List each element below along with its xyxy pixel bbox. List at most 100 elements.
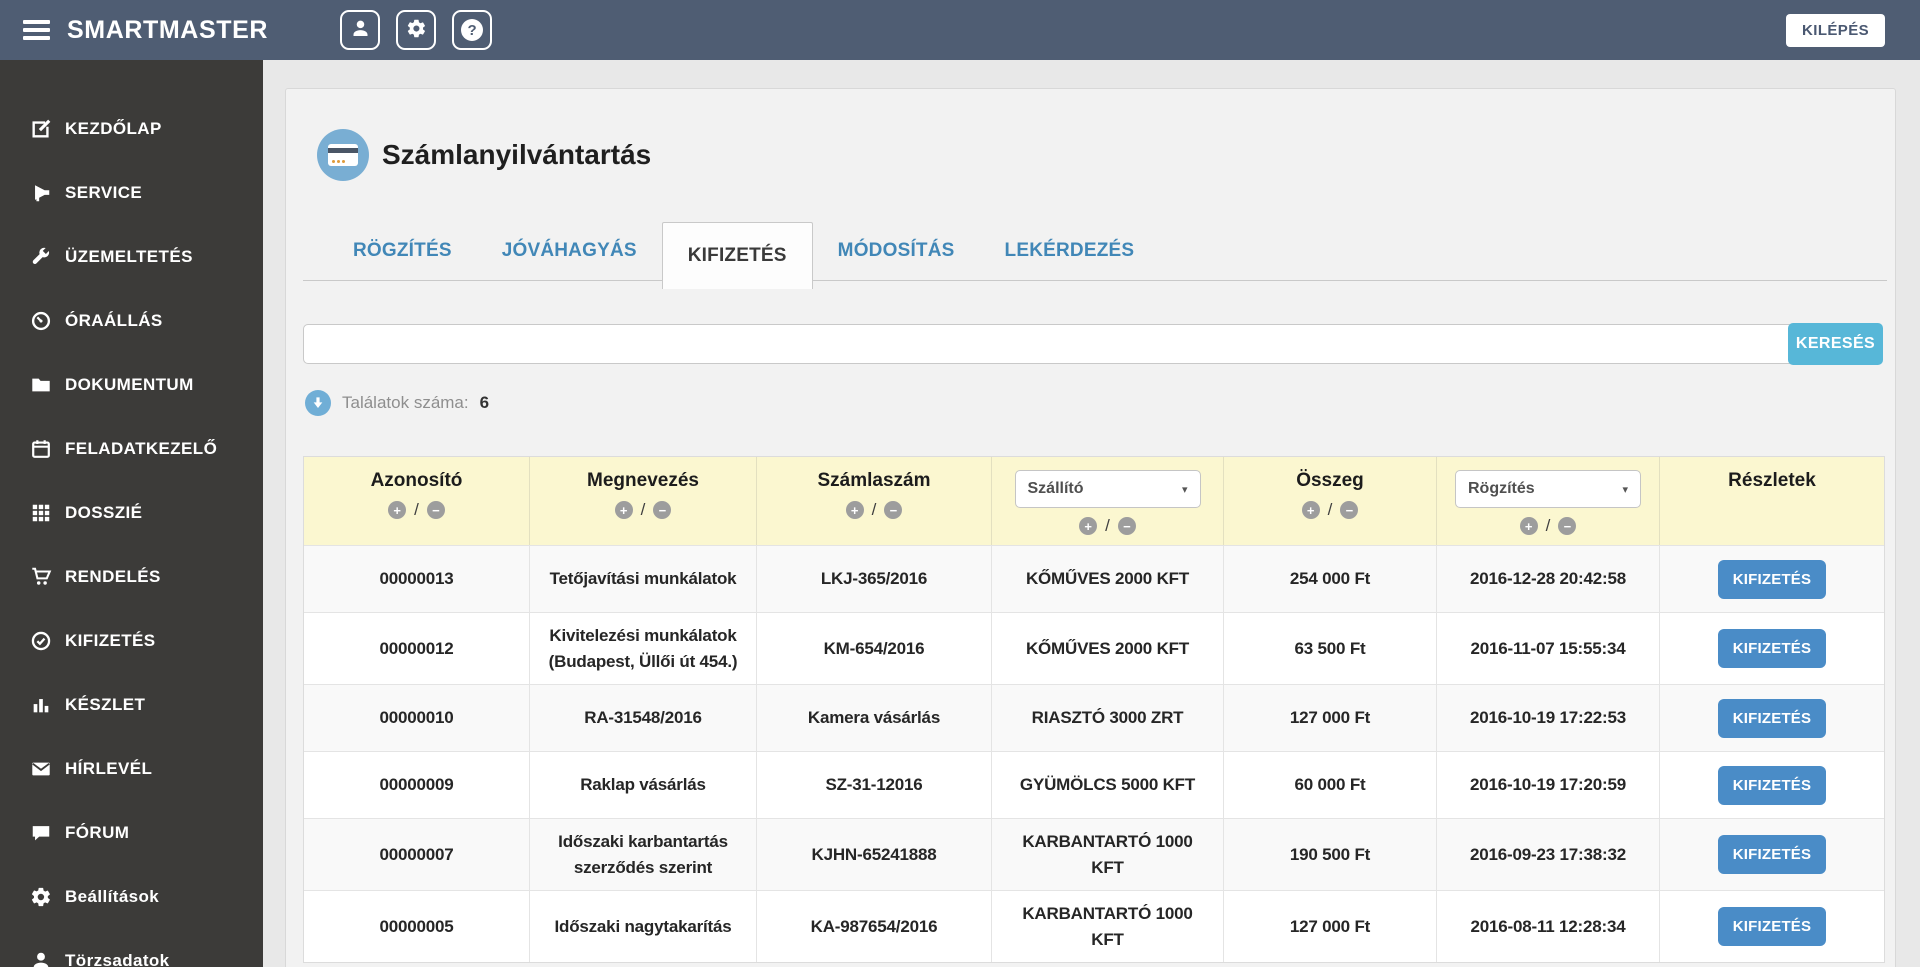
sort-ascending-icon[interactable]: + [1519,517,1538,535]
table-cell-actions: KIFIZETÉS [1660,752,1884,818]
gear-icon [406,18,427,42]
table-cell: KARBANTARTÓ 1000 KFT [992,819,1224,890]
calendar-icon [29,438,53,460]
user-button[interactable] [340,10,381,50]
rogzites-filter-select[interactable]: Rögzítés ▾ [1455,470,1641,508]
hamburger-menu-icon[interactable] [23,20,50,40]
table-cell: LKJ-365/2016 [757,546,992,612]
sidebar-item-dosszie[interactable]: DOSSZIÉ [0,481,263,545]
sidebar-item-beallitasok[interactable]: Beállítások [0,865,263,929]
table-body: 00000013 Tetőjavítási munkálatok LKJ-365/2… [304,545,1884,962]
table-cell: Tetőjavítási munkálatok [530,546,757,612]
table-cell: Raklap vásárlás [530,752,757,818]
sidebar-item-feladatkezelo[interactable]: FELADATKEZELŐ [0,417,263,481]
sidebar-item-hirlevel[interactable]: HÍRLEVÉL [0,737,263,801]
help-button[interactable]: ? [452,10,493,50]
column-label: Azonosító [370,470,463,491]
sort-controls: + / − [1519,516,1577,536]
column-label: Összeg [1296,470,1364,491]
szallito-filter-select[interactable]: Szállító ▾ [1014,470,1201,508]
table-cell-actions: KIFIZETÉS [1660,685,1884,751]
sort-controls: + / − [845,500,903,520]
edit-icon [29,118,53,140]
sidebar-item-oraallas[interactable]: ÓRAÁLLÁS [0,289,263,353]
sort-ascending-icon[interactable]: + [388,501,407,519]
sort-ascending-icon[interactable]: + [845,501,864,519]
results-row: Találatok száma: 6 [305,390,1887,416]
sidebar-item-kifizetes[interactable]: KIFIZETÉS [0,609,263,673]
sidebar-item-forum[interactable]: FÓRUM [0,801,263,865]
sidebar-item-label: RENDELÉS [65,567,161,586]
column-header-megnevezes: Megnevezés + / − [530,457,757,545]
kifizetes-button[interactable]: KIFIZETÉS [1717,765,1827,805]
sidebar-item-label: FÓRUM [65,823,130,842]
table-cell-actions: KIFIZETÉS [1660,891,1884,962]
tab-lekerdezes[interactable]: LEKÉRDEZÉS [1004,240,1135,261]
table-cell: KM-654/2016 [757,613,992,684]
sidebar-item-label: DOKUMENTUM [65,375,194,394]
column-header-osszeg: Összeg + / − [1224,457,1437,545]
invoice-table: Azonosító + / − Megnevezés + / − Számlaszám + / − Sz… [303,456,1885,963]
table-cell: 00000007 [304,819,530,890]
sort-descending-icon[interactable]: − [653,501,672,519]
sort-separator: / [1105,516,1110,535]
sort-descending-icon[interactable]: − [884,501,903,519]
sort-separator: / [640,500,646,519]
sort-descending-icon[interactable]: − [426,501,445,519]
tab-bar: RÖGZÍTÉS JÓVÁHAGYÁS KIFIZETÉS MÓDOSÍTÁS LEKÉ… [303,222,1887,289]
search-button[interactable]: KERESÉS [1788,323,1883,365]
logout-button[interactable]: KILÉPÉS [1786,13,1885,47]
table-cell-actions: KIFIZETÉS [1660,613,1884,684]
column-header-reszletek: Részletek [1660,457,1884,545]
tab-kifizetes[interactable]: KIFIZETÉS [661,222,813,289]
sort-ascending-icon[interactable]: + [614,501,633,519]
sidebar-item-keszlet[interactable]: KÉSZLET [0,673,263,737]
content-panel: Számlanyilvántartás RÖGZÍTÉS JÓVÁHAGYÁS KI… [285,88,1896,967]
sidebar-item-rendeles[interactable]: RENDELÉS [0,545,263,609]
sidebar-item-dokumentum[interactable]: DOKUMENTUM [0,353,263,417]
kifizetes-button[interactable]: KIFIZETÉS [1717,559,1827,599]
table-row: 00000012 Kivitelezési munkálatok (Budapes… [304,612,1884,684]
gear-button[interactable] [396,10,437,50]
sort-ascending-icon[interactable]: + [1301,501,1320,519]
column-header-azonosito: Azonosító + / − [304,457,530,545]
sort-ascending-icon[interactable]: + [1079,517,1098,535]
sort-controls: + / − [1301,500,1359,520]
table-row: 00000007 Időszaki karbantartás szerződés … [304,818,1884,890]
table-cell: 60 000 Ft [1224,752,1437,818]
tab-jovahagyas[interactable]: JÓVÁHAGYÁS [501,240,637,261]
table-cell: 2016-10-19 17:22:53 [1437,685,1660,751]
grid-icon [29,502,53,524]
sidebar-item-label: KEZDŐLAP [65,119,162,138]
sidebar-item-kezdolap[interactable]: KEZDŐLAP [0,97,263,161]
table-cell: RA-31548/2016 [530,685,757,751]
bar-chart-icon [29,694,53,716]
sort-descending-icon[interactable]: − [1117,517,1136,535]
table-cell: 2016-12-28 20:42:58 [1437,546,1660,612]
sort-descending-icon[interactable]: − [1558,517,1577,535]
sort-descending-icon[interactable]: − [1340,501,1359,519]
tab-modositas[interactable]: MÓDOSÍTÁS [837,240,955,261]
kifizetes-button[interactable]: KIFIZETÉS [1717,698,1827,738]
sort-separator: / [414,500,419,519]
table-cell: Kivitelezési munkálatok (Budapest, Üllői… [530,613,757,684]
sidebar-nav: KEZDŐLAP SERVICE ÜZEMELTETÉS ÓRAÁLLÁS DOKUME… [0,60,263,967]
tab-rogzites[interactable]: RÖGZÍTÉS [353,240,452,261]
table-cell: 127 000 Ft [1224,685,1437,751]
kifizetes-button[interactable]: KIFIZETÉS [1717,629,1827,668]
sidebar-item-torzsadatok[interactable]: Törzsadatok [0,929,263,967]
results-count: 6 [479,393,490,412]
table-row: 00000013 Tetőjavítási munkálatok LKJ-365/2… [304,545,1884,612]
kifizetes-button[interactable]: KIFIZETÉS [1717,835,1827,874]
sidebar-item-label: DOSSZIÉ [65,503,143,522]
app-title: SMARTMASTER [67,15,269,44]
sidebar-item-label: Beállítások [65,887,160,906]
search-input[interactable] [303,324,1794,364]
sidebar-item-service[interactable]: SERVICE [0,161,263,225]
sidebar-item-label: KIFIZETÉS [65,631,156,650]
kifizetes-button[interactable]: KIFIZETÉS [1717,907,1827,946]
table-cell: 00000012 [304,613,530,684]
main-content: Számlanyilvántartás RÖGZÍTÉS JÓVÁHAGYÁS KI… [263,60,1920,967]
sidebar-item-uzemeltetes[interactable]: ÜZEMELTETÉS [0,225,263,289]
